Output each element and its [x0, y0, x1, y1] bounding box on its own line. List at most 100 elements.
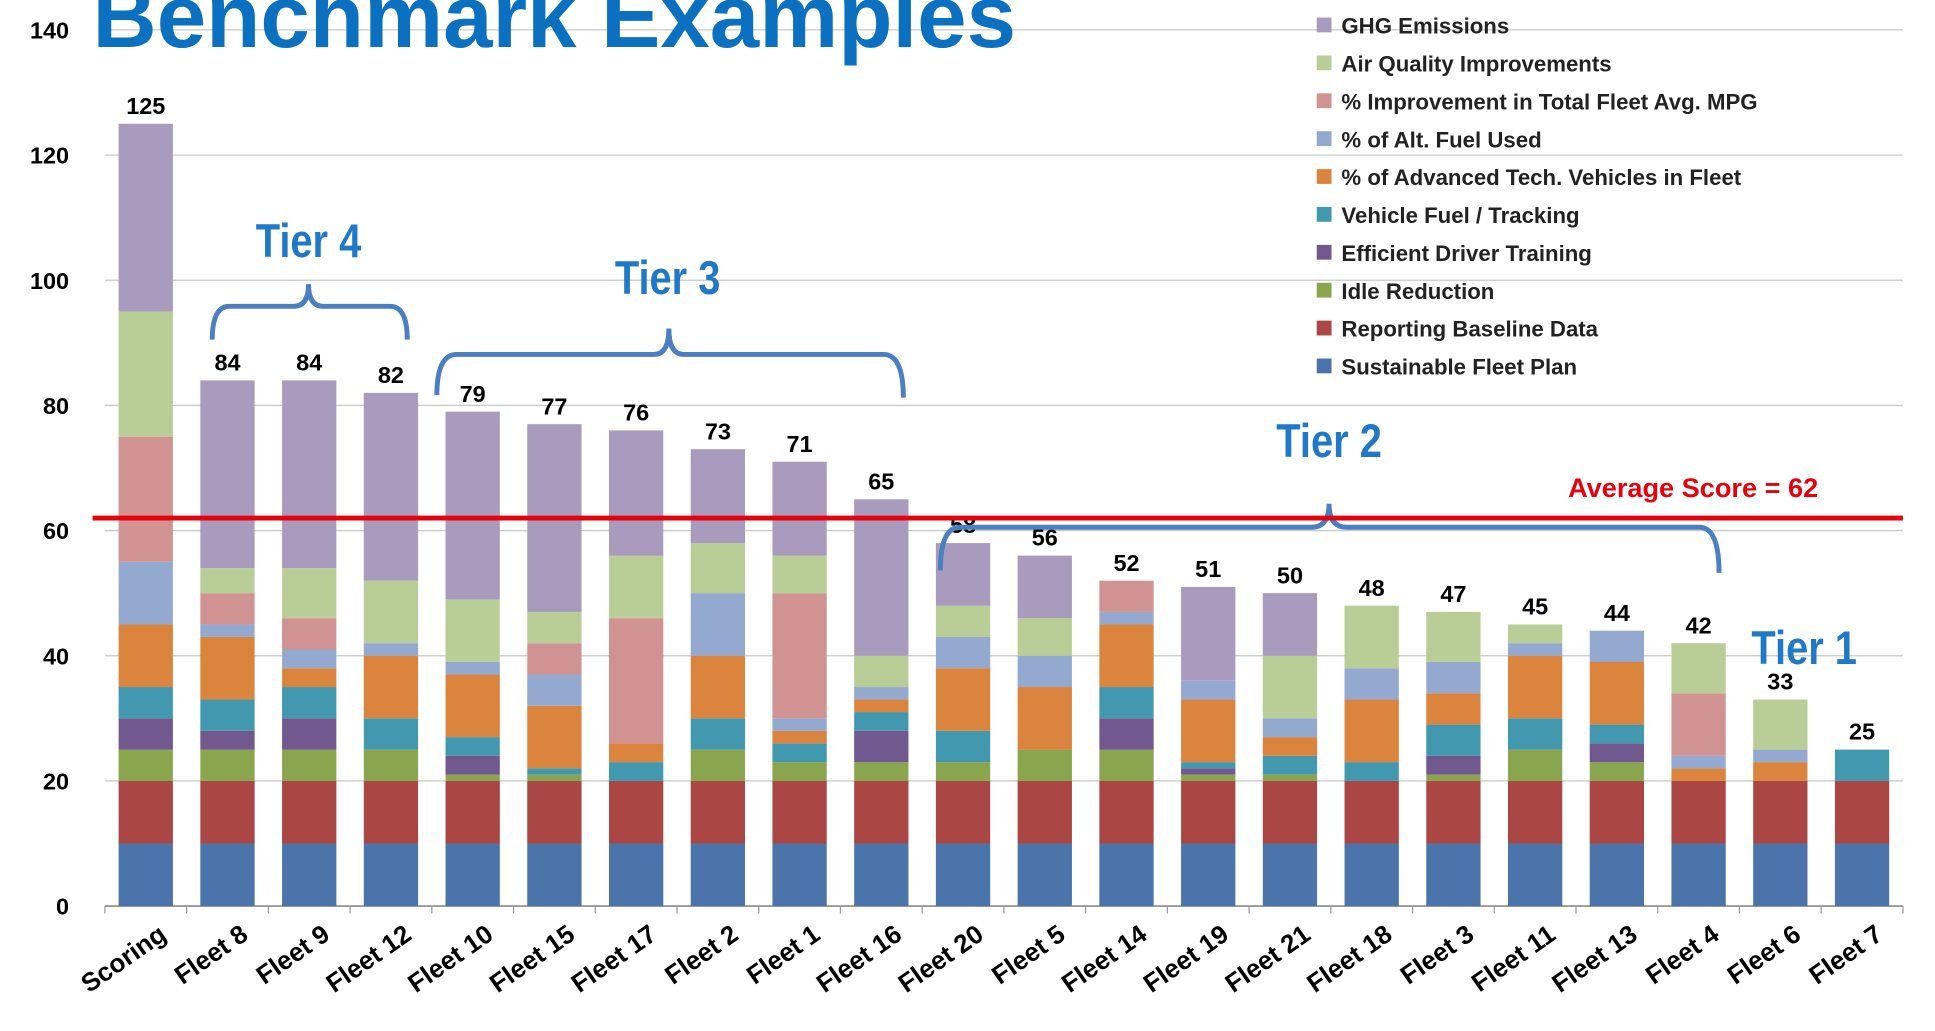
bar-segment — [1753, 843, 1808, 907]
legend-label: % of Alt. Fuel Used — [1341, 127, 1541, 152]
bar-segment — [1671, 643, 1726, 694]
bar-segment — [772, 461, 827, 556]
total-label: 82 — [378, 362, 404, 388]
y-tick-label: 100 — [30, 268, 69, 294]
bar-segment — [772, 593, 827, 719]
legend-label: Air Quality Improvements — [1341, 51, 1611, 76]
legend-swatch — [1316, 358, 1332, 374]
bar-segment — [282, 749, 337, 781]
total-label: 52 — [1113, 550, 1139, 576]
y-tick-label: 60 — [43, 518, 69, 544]
bar-segment — [445, 737, 500, 756]
bar-segment — [445, 674, 500, 738]
bar-segment — [445, 599, 500, 663]
bar-segment — [608, 743, 664, 763]
bar-segment — [118, 436, 173, 562]
total-label: 125 — [126, 93, 165, 119]
bar-segment — [1426, 662, 1481, 694]
bar-segment — [1834, 749, 1890, 781]
legend-swatch — [1316, 169, 1332, 184]
bar-segment — [1507, 718, 1563, 750]
legend-label: Idle Reduction — [1341, 279, 1494, 304]
bar-segment — [1426, 780, 1481, 844]
bar-segment — [1262, 718, 1318, 738]
bar-segment — [118, 780, 173, 844]
bar-segment — [118, 843, 173, 907]
bar-segment — [118, 718, 173, 750]
total-label: 51 — [1195, 556, 1221, 582]
bar-segment — [1344, 668, 1399, 700]
bar-segment — [363, 843, 419, 907]
bar-segment — [1017, 843, 1072, 907]
legend-label: Reporting Baseline Data — [1341, 317, 1598, 342]
bar-segment — [1181, 586, 1236, 681]
legend-swatch — [1316, 206, 1332, 222]
bar-segment — [608, 843, 664, 907]
x-tick-label: Fleet 7 — [1804, 920, 1887, 990]
bar-segment — [1507, 780, 1563, 844]
legend-label: % of Advanced Tech. Vehicles in Fleet — [1341, 165, 1741, 190]
bar-segment — [935, 636, 991, 669]
bar-segment — [200, 380, 255, 569]
y-tick-label: 80 — [43, 393, 69, 419]
total-label: 47 — [1440, 581, 1466, 607]
y-tick-label: 140 — [30, 18, 69, 44]
bar-segment — [1344, 605, 1399, 669]
x-tick-label: Fleet 1 — [742, 920, 825, 990]
x-tick-label: Scoring — [76, 920, 171, 998]
bar-segment — [200, 730, 255, 750]
total-label: 42 — [1686, 612, 1712, 638]
bar-segment — [282, 843, 337, 907]
bar-segment — [772, 555, 827, 594]
total-label: 65 — [868, 468, 894, 494]
bar-segment — [690, 655, 746, 719]
bar-segment — [608, 430, 664, 556]
bar-segment — [1181, 699, 1236, 763]
bar-segment — [1262, 774, 1318, 781]
bar-segment — [1426, 611, 1481, 663]
bar-segment — [1181, 774, 1236, 781]
tier-brackets — [209, 284, 1722, 573]
bar-segment — [608, 762, 664, 781]
bar-segment — [772, 730, 827, 744]
bar-segment — [200, 749, 255, 781]
bar-segment — [445, 662, 500, 675]
y-tick-label: 20 — [43, 769, 69, 795]
bar-segment — [445, 411, 500, 600]
bar-segment — [854, 712, 909, 731]
x-tick-label: Fleet 15 — [485, 920, 580, 998]
bar-segment — [854, 687, 909, 700]
bar-segment — [1181, 680, 1236, 700]
bar-segment — [1753, 780, 1808, 844]
bar-segment — [200, 593, 255, 625]
bar-segment — [1099, 687, 1154, 719]
bar-segment — [1671, 780, 1726, 844]
bar-segment — [118, 749, 173, 781]
x-tick-label: Fleet 13 — [1547, 920, 1642, 998]
bar-segment — [1589, 780, 1645, 844]
bar-segment — [1507, 749, 1563, 781]
legend-swatch — [1316, 17, 1332, 33]
bar-segment — [118, 123, 173, 312]
bar-segment — [363, 643, 419, 656]
bar-segment — [1017, 618, 1072, 656]
x-tick-label: Fleet 21 — [1221, 920, 1316, 998]
average-label: Average Score = 62 — [1568, 472, 1818, 503]
bar-segment — [690, 593, 746, 656]
bar-segment — [282, 780, 337, 844]
bar-segment — [690, 749, 746, 781]
tier-2-bracket — [937, 503, 1722, 573]
legend-swatch — [1316, 93, 1332, 109]
bar-segment — [200, 624, 255, 637]
bar-segment — [1507, 843, 1563, 907]
bar-segment — [527, 611, 582, 644]
y-tick-label: 0 — [56, 894, 69, 920]
bar-segment — [282, 618, 337, 650]
bar-segment — [854, 655, 909, 688]
bar-segment — [690, 543, 746, 594]
bar-segment — [690, 718, 746, 750]
x-tick-label: Fleet 5 — [987, 920, 1070, 990]
bar-segment — [1753, 749, 1808, 763]
x-tick-label: Fleet 20 — [894, 920, 989, 998]
